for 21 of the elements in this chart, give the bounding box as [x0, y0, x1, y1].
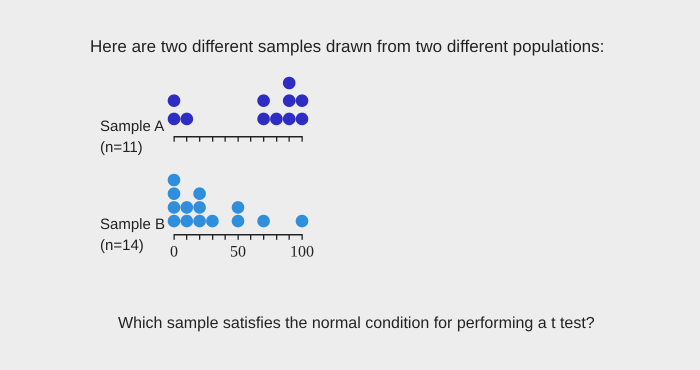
point: [193, 201, 206, 214]
point: [193, 214, 206, 228]
x-tick-label: 100: [290, 244, 314, 261]
point: [193, 187, 206, 200]
point: [232, 201, 244, 214]
y-axis-title: Sample B (n=14): [100, 216, 166, 254]
y-axis-title: Sample A (n=11): [100, 117, 165, 158]
point: [180, 201, 194, 214]
text: Here are two different samples drawn from two different populations:: [90, 37, 604, 57]
point: [232, 214, 244, 228]
point: [257, 214, 270, 228]
x-tick-label: 50: [230, 244, 246, 261]
point: [168, 174, 180, 186]
point: [168, 201, 180, 214]
point: [206, 214, 219, 228]
point: [296, 214, 308, 228]
point: [180, 214, 194, 228]
point: [168, 187, 180, 200]
text: Which sample satisfies the normal condition for performing a t test?: [118, 315, 595, 333]
x-tick-label: 0: [170, 244, 178, 261]
point: [168, 214, 180, 228]
